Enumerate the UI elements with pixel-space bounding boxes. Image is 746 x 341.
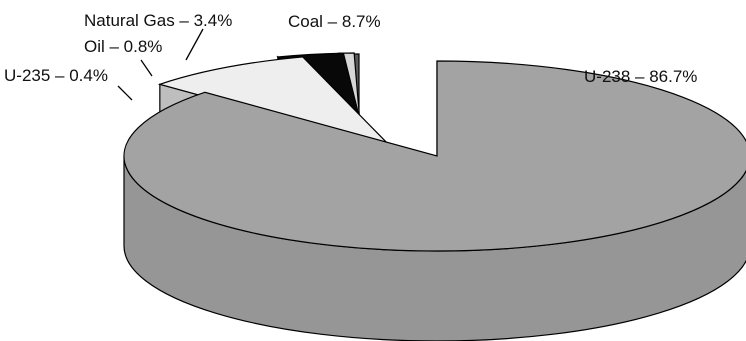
leader-line-natural-gas <box>185 28 204 61</box>
slice-label-oil: Oil – 0.8% <box>84 37 162 56</box>
pie-slice-u-238 <box>123 60 746 341</box>
slice-label-coal: Coal – 8.7% <box>288 12 381 31</box>
leader-lines <box>117 28 204 101</box>
pie-slices <box>123 52 746 341</box>
slice-label-natural-gas: Natural Gas – 3.4% <box>84 11 232 30</box>
slice-label-u238: U-238 – 86.7% <box>584 67 697 86</box>
leader-line-oil <box>140 59 153 77</box>
slice-label-u235: U-235 – 0.4% <box>4 66 108 85</box>
pie-top-u-238 <box>123 60 746 252</box>
leader-line-u235 <box>117 85 133 101</box>
pie-top-coal <box>157 56 394 150</box>
pie-labels: U-238 – 86.7% Coal – 8.7% Natural Gas – … <box>4 11 697 86</box>
